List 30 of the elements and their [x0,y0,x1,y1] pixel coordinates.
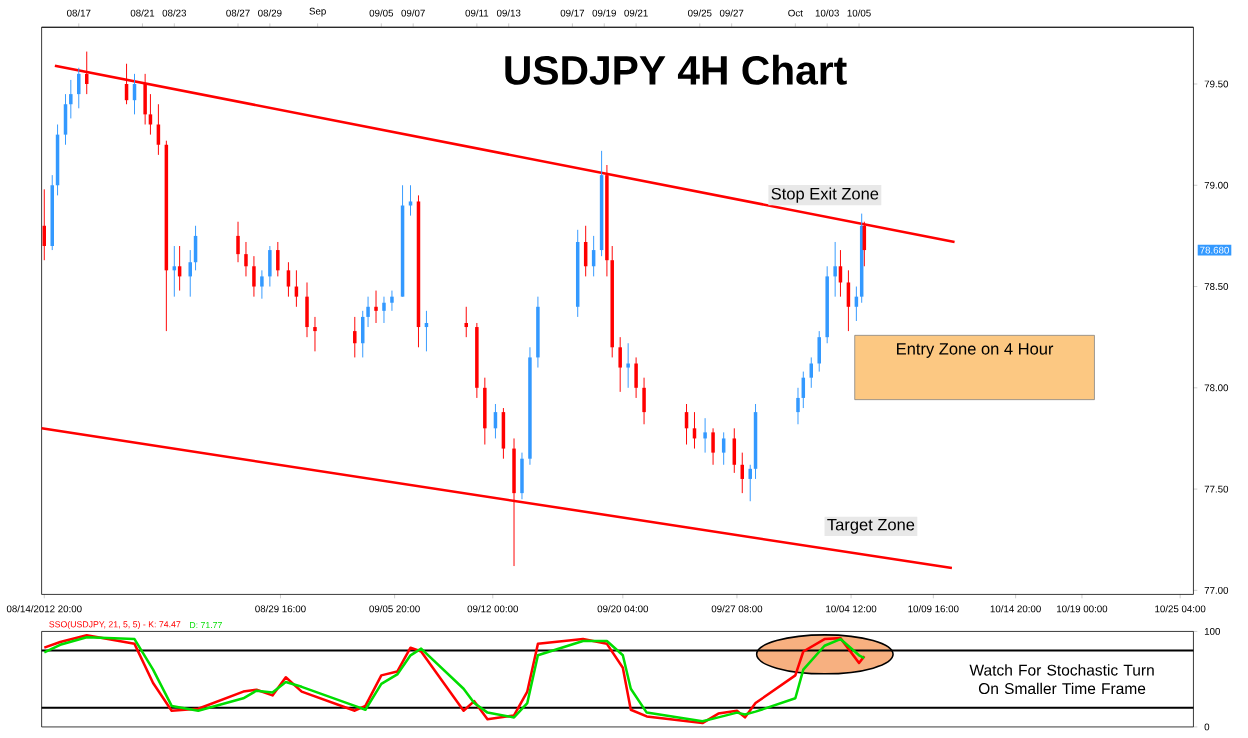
candlestick [618,336,622,393]
candlestick [711,427,715,465]
candlestick [520,451,524,500]
candlestick [252,255,256,297]
candlestick [305,281,309,338]
candlestick [721,431,726,465]
annotation: Stop Exit Zone [771,187,879,203]
annotation: Target Zone [827,518,915,534]
candlestick [642,376,646,425]
candlestick [260,269,264,299]
candlestick [817,330,821,372]
candlestick [634,356,638,399]
candlestick [382,295,386,324]
candlestick [626,342,630,388]
candlestick [483,376,487,445]
candlestick [236,220,240,263]
candlestick [408,184,413,216]
candlestick [313,316,317,352]
candlestick [464,305,469,338]
candlestick [703,417,707,453]
candlestick [77,66,81,109]
candlestick [390,289,394,312]
text: USDJPY 4H Chart [505,54,847,85]
candlestick [374,289,378,324]
annotation: Entry Zone on 4 Hour [897,342,1054,358]
candlestick [833,241,837,297]
candlestick [268,245,272,287]
candlestick [353,316,357,358]
candlestick [244,241,248,277]
candlestick [276,241,280,277]
